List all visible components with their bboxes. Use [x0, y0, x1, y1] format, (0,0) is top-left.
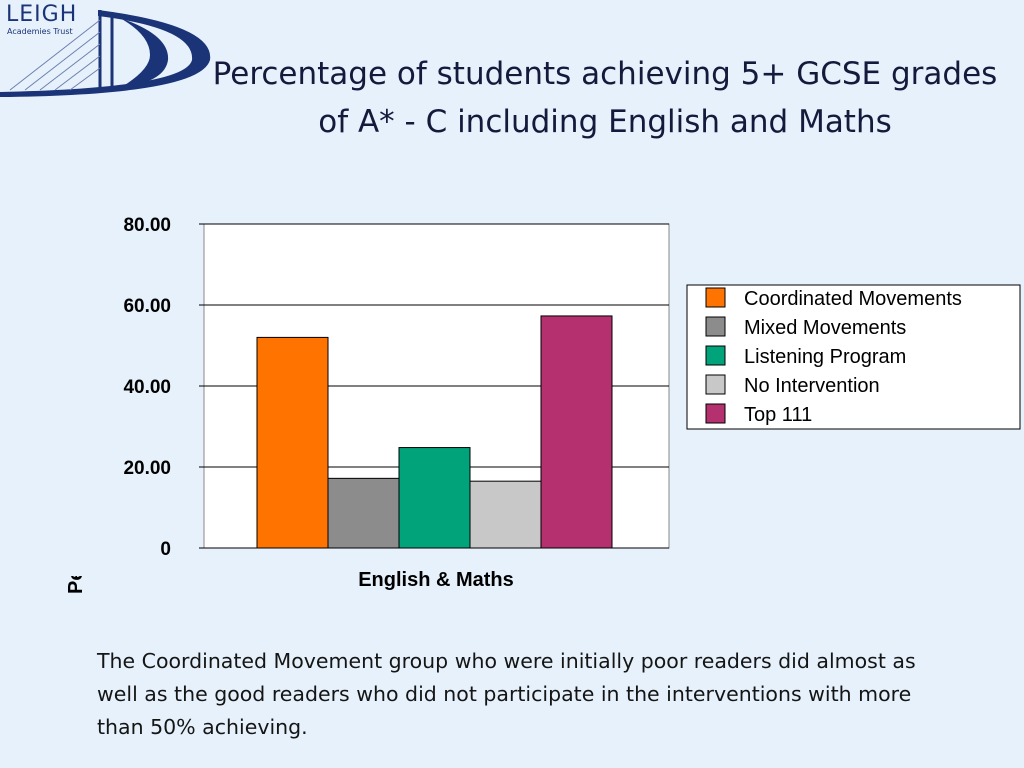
x-category-label: English & Maths [358, 569, 514, 591]
legend-swatch [705, 345, 726, 366]
y-tick-label: 0 [160, 539, 171, 560]
y-axis-label: Percentage of students in gro [65, 312, 87, 594]
y-tick-label: 80.00 [123, 215, 171, 236]
legend-label: Top 111 [744, 404, 812, 426]
bar-no-intervention [469, 480, 542, 549]
logo-subtitle: Academies Trust [7, 27, 73, 36]
legend-label: Coordinated Movements [744, 288, 962, 310]
bar-coordinated-movements [256, 336, 329, 549]
y-tick-label: 60.00 [123, 296, 171, 317]
slide-title: Percentage of students achieving 5+ GCSE… [212, 56, 998, 140]
leigh-academies-logo: LEIGH Academies Trust [0, 0, 215, 100]
bar-top-111 [540, 315, 613, 549]
legend-swatch [705, 374, 726, 395]
logo-name: LEIGH [6, 2, 78, 27]
bar-listening-program [398, 447, 471, 549]
legend-swatch [705, 403, 726, 424]
slide-caption: The Coordinated Movement group who were … [97, 649, 916, 739]
bar-mixed-movements [327, 477, 400, 549]
logo-bridge-graphic [0, 10, 211, 97]
bar-chart: 0 20.00 40.00 60.00 80.00 English & Maths Perc… [65, 215, 1021, 594]
legend-box [686, 284, 1021, 430]
legend-swatch [705, 287, 726, 308]
legend-swatch [705, 316, 726, 337]
y-tick-label: 40.00 [123, 377, 171, 398]
legend-label: Mixed Movements [744, 317, 906, 339]
legend-label: No Intervention [744, 375, 880, 397]
legend-label: Listening Program [744, 346, 906, 368]
y-tick-label: 20.00 [123, 458, 171, 479]
